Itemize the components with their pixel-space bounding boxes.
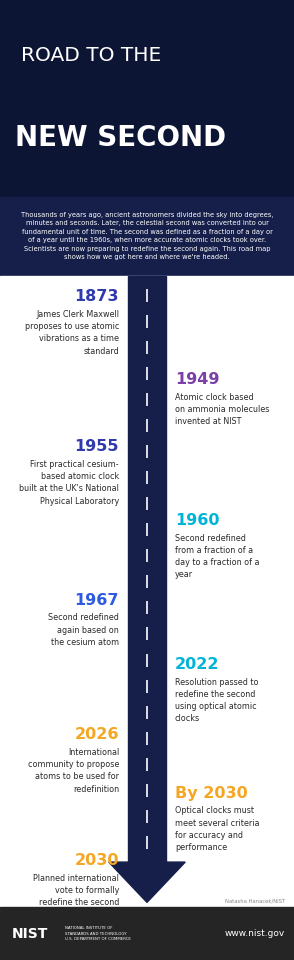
Text: 2026: 2026 — [75, 728, 119, 742]
Text: Optical clocks must
meet several criteria
for accuracy and
performance: Optical clocks must meet several criteri… — [175, 806, 259, 852]
Text: International
community to propose
atoms to be used for
redefinition: International community to propose atoms… — [28, 748, 119, 794]
Text: 1960: 1960 — [175, 513, 219, 528]
Text: James Clerk Maxwell
proposes to use atomic
vibrations as a time
standard: James Clerk Maxwell proposes to use atom… — [25, 310, 119, 355]
Text: Thousands of years ago, ancient astronomers divided the sky into degrees,
minute: Thousands of years ago, ancient astronom… — [21, 212, 273, 260]
Text: First practical cesium-
based atomic clock
built at the UK's National
Physical L: First practical cesium- based atomic clo… — [19, 460, 119, 506]
Text: By 2030: By 2030 — [175, 785, 248, 801]
Text: NIST: NIST — [12, 926, 48, 941]
Text: NATIONAL INSTITUTE OF
STANDARDS AND TECHNOLOGY
U.S. DEPARTMENT OF COMMERCE: NATIONAL INSTITUTE OF STANDARDS AND TECH… — [65, 926, 131, 941]
Text: Natasha Hanacek/NIST: Natasha Hanacek/NIST — [225, 899, 285, 903]
Bar — [0, 276, 294, 907]
Text: 2022: 2022 — [175, 657, 219, 672]
Text: 2030: 2030 — [75, 853, 119, 868]
Bar — [0, 907, 294, 960]
Text: Planned international
vote to formally
redefine the second: Planned international vote to formally r… — [33, 874, 119, 907]
Text: 1955: 1955 — [75, 440, 119, 454]
Text: Resolution passed to
redefine the second
using optical atomic
clocks: Resolution passed to redefine the second… — [175, 678, 258, 723]
Text: www.nist.gov: www.nist.gov — [225, 929, 285, 938]
Text: 1873: 1873 — [75, 289, 119, 304]
Text: ROAD TO THE: ROAD TO THE — [21, 46, 161, 64]
Polygon shape — [109, 862, 185, 902]
Text: Second redefined
again based on
the cesium atom: Second redefined again based on the cesi… — [48, 613, 119, 647]
Bar — [128, 276, 166, 862]
Text: Second redefined
from a fraction of a
day to a fraction of a
year: Second redefined from a fraction of a da… — [175, 534, 259, 579]
Text: 1949: 1949 — [175, 372, 219, 387]
Text: NEW SECOND: NEW SECOND — [15, 124, 226, 152]
Bar — [0, 0, 294, 197]
Text: Atomic clock based
on ammonia molecules
invented at NIST: Atomic clock based on ammonia molecules … — [175, 393, 269, 426]
Bar — [0, 197, 294, 276]
Text: 1967: 1967 — [75, 592, 119, 608]
